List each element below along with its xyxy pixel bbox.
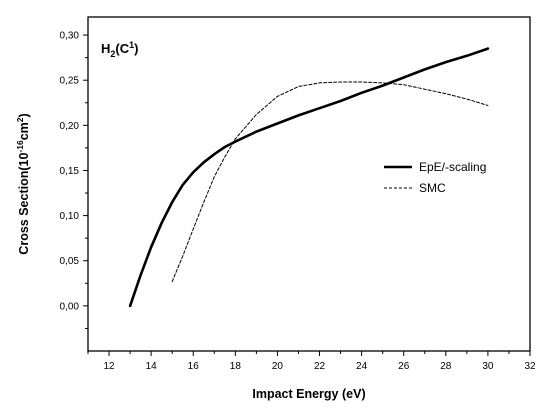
ylabel-mid: cm bbox=[17, 122, 31, 140]
y-tick-label: 0,15 bbox=[60, 166, 80, 177]
x-tick-label: 26 bbox=[398, 361, 410, 372]
title-end: ) bbox=[134, 41, 138, 56]
y-axis-title: Cross Section(10-16cm2) bbox=[15, 113, 31, 254]
x-tick-label: 16 bbox=[188, 361, 200, 372]
x-tick-label: 22 bbox=[314, 361, 326, 372]
title-mid: (C bbox=[115, 41, 129, 56]
y-tick-label: 0,05 bbox=[60, 256, 80, 267]
legend-label-epe: EpE/-scaling bbox=[419, 160, 486, 174]
y-tick-label: 0,25 bbox=[60, 76, 80, 87]
y-tick-label: 0,20 bbox=[60, 121, 80, 132]
x-axis-title: Impact Energy (eV) bbox=[252, 387, 365, 401]
axis-tick-labels: 12 14 16 18 20 22 24 26 28 30 320,000,050,100,150,… bbox=[60, 31, 536, 372]
x-tick-label: 24 bbox=[356, 361, 368, 372]
plot-frame bbox=[87, 16, 531, 352]
x-tick-label: 14 bbox=[146, 361, 158, 372]
title-sup: 1 bbox=[129, 40, 134, 50]
axis-ticks bbox=[83, 34, 531, 356]
title-sub: 2 bbox=[110, 49, 115, 59]
x-tick-label: 30 bbox=[482, 361, 494, 372]
x-tick-label: 18 bbox=[230, 361, 242, 372]
ylabel-sup2: 2 bbox=[15, 117, 25, 122]
ylabel-sup1: -16 bbox=[15, 140, 25, 153]
series-line-epe-scaling bbox=[128, 47, 490, 308]
y-tick-label: 0,00 bbox=[60, 301, 80, 312]
series-layer bbox=[128, 47, 490, 308]
y-tick-label: 0,30 bbox=[60, 31, 80, 42]
y-tick-label: 0,10 bbox=[60, 211, 80, 222]
series-line-smc bbox=[171, 81, 489, 282]
title-base: H bbox=[101, 41, 110, 56]
chart-title: H2(C1) bbox=[101, 40, 138, 59]
x-tick-label: 28 bbox=[440, 361, 452, 372]
x-tick-label: 32 bbox=[524, 361, 536, 372]
x-tick-label: 20 bbox=[272, 361, 284, 372]
ylabel-end: ) bbox=[17, 113, 31, 117]
legend-label-smc: SMC bbox=[419, 181, 446, 195]
x-tick-label: 12 bbox=[103, 361, 115, 372]
legend: EpE/-scaling SMC bbox=[384, 160, 486, 195]
ylabel-base: Cross Section(10 bbox=[17, 153, 31, 255]
